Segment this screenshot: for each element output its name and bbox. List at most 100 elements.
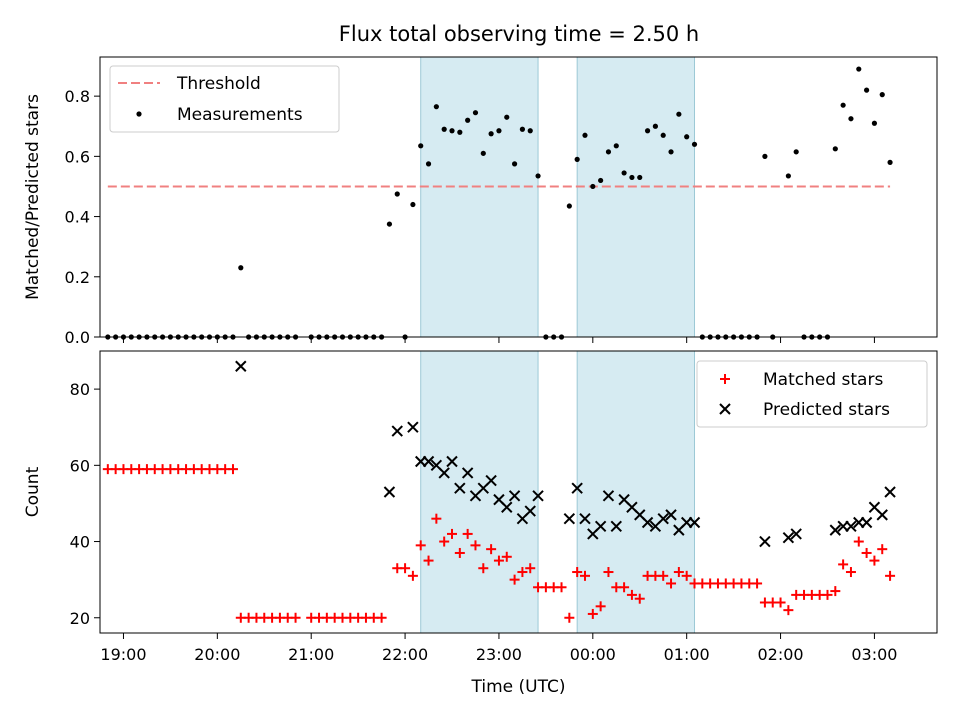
predicted-star-point xyxy=(876,509,888,521)
matched-star-point xyxy=(447,528,458,539)
measurement-point xyxy=(433,104,439,110)
matched-star-point xyxy=(290,612,301,623)
measurement-point xyxy=(582,132,588,138)
legend-measurements-swatch xyxy=(136,111,142,117)
matched-star-point xyxy=(227,464,238,475)
measurement-point xyxy=(684,134,690,140)
predicted-star-point xyxy=(485,474,497,487)
top-shaded-intervals xyxy=(420,56,696,338)
measurement-point xyxy=(621,170,627,176)
measurement-point xyxy=(449,128,455,134)
matched-star-point xyxy=(525,563,536,574)
predicted-star-point xyxy=(501,501,513,513)
predicted-star-point xyxy=(508,490,521,502)
measurement-point xyxy=(832,146,838,152)
measurement-point xyxy=(605,149,612,155)
bottom-x-ticks: 19:00 20:00 21:00 22:00 23:00 00:00 01:00 02:00… xyxy=(100,633,897,664)
matched-star-point xyxy=(822,589,833,600)
matched-star-point xyxy=(869,555,880,566)
predicted-star-point xyxy=(602,490,615,502)
legend-box xyxy=(696,360,928,428)
matched-star-point xyxy=(423,555,434,566)
legend-measurements-label: Measurements xyxy=(177,105,303,125)
measurement-point xyxy=(496,128,502,134)
matched-star-point xyxy=(556,582,567,593)
bottom-y-ticks: 20 40 60 80 xyxy=(70,380,100,628)
measurement-point xyxy=(574,156,580,162)
y-tick-label: 0.8 xyxy=(65,87,90,106)
matched-star-point xyxy=(517,567,528,578)
measurement-point xyxy=(566,203,572,209)
top-legend: Threshold Measurements xyxy=(109,65,340,133)
predicted-star-point xyxy=(383,486,396,498)
chart-title: Flux total observing time = 2.50 h xyxy=(339,22,699,46)
matched-star-point xyxy=(587,608,598,619)
matched-star-point xyxy=(673,567,684,578)
measurement-point xyxy=(871,120,878,126)
matched-star-point xyxy=(830,586,841,597)
y-tick-label: 0.4 xyxy=(65,208,90,227)
predicted-star-point xyxy=(688,516,701,529)
matched-star-point xyxy=(400,563,411,574)
matched-star-point xyxy=(845,567,856,578)
matched-star-point xyxy=(478,563,489,574)
measurement-point xyxy=(848,116,854,122)
measurement-point xyxy=(418,143,424,149)
matched-star-point xyxy=(407,570,418,581)
x-tick-label: 00:00 xyxy=(570,645,616,664)
measurement-point xyxy=(660,132,666,138)
predicted-star-point xyxy=(391,425,403,437)
x-axis-label: Time (UTC) xyxy=(471,677,566,697)
measurement-point xyxy=(879,92,885,98)
predicted-star-point xyxy=(845,520,857,533)
legend-matched-swatch xyxy=(720,374,730,384)
predicted-star-point xyxy=(446,455,458,468)
matched-star-point xyxy=(439,536,450,547)
measurement-point xyxy=(840,102,846,108)
measurement-point xyxy=(793,149,799,155)
bottom-y-axis-label: Count xyxy=(23,466,43,517)
matched-star-point xyxy=(666,578,677,589)
measurement-point xyxy=(887,159,893,165)
measurement-point xyxy=(598,177,604,184)
y-tick-label: 0.6 xyxy=(65,147,90,166)
measurement-point xyxy=(488,131,494,137)
y-tick-label: 20 xyxy=(70,609,90,628)
x-tick-label: 19:00 xyxy=(100,645,146,664)
y-tick-label: 80 xyxy=(70,380,90,399)
x-tick-label: 01:00 xyxy=(664,645,710,664)
matched-star-point xyxy=(853,536,864,547)
predicted-star-point xyxy=(829,524,842,536)
bottom-shaded-intervals xyxy=(420,350,696,634)
matched-star-point xyxy=(877,544,888,555)
measurement-point xyxy=(441,126,447,132)
measurement-point xyxy=(856,66,862,72)
matched-star-point xyxy=(885,570,896,581)
x-tick-label: 21:00 xyxy=(288,645,334,664)
predicted-star-point xyxy=(579,512,591,525)
matched-star-point xyxy=(634,593,645,604)
matched-star-point xyxy=(619,582,630,593)
measurement-point xyxy=(465,117,471,123)
predicted-star-point xyxy=(782,532,795,544)
predicted-star-point xyxy=(563,512,576,525)
x-tick-label: 22:00 xyxy=(382,645,428,664)
x-tick-label: 20:00 xyxy=(194,645,240,664)
predicted-star-point xyxy=(665,509,677,521)
measurement-point xyxy=(629,174,635,181)
measurement-point xyxy=(238,265,244,271)
predicted-star-point xyxy=(422,455,435,468)
measurement-point xyxy=(394,191,400,197)
measurement-point xyxy=(637,174,643,181)
count-points xyxy=(102,360,896,623)
measurement-point xyxy=(590,183,596,190)
top-y-ticks: 0.0 0.2 0.4 0.6 0.8 xyxy=(65,87,100,347)
predicted-star-point xyxy=(594,520,607,533)
shaded-interval-2 xyxy=(576,56,696,338)
x-tick-label: 23:00 xyxy=(476,645,522,664)
x-tick-label: 02:00 xyxy=(757,645,803,664)
matched-star-point xyxy=(579,570,590,581)
measurement-point xyxy=(652,123,658,129)
measurement-point xyxy=(644,128,651,134)
